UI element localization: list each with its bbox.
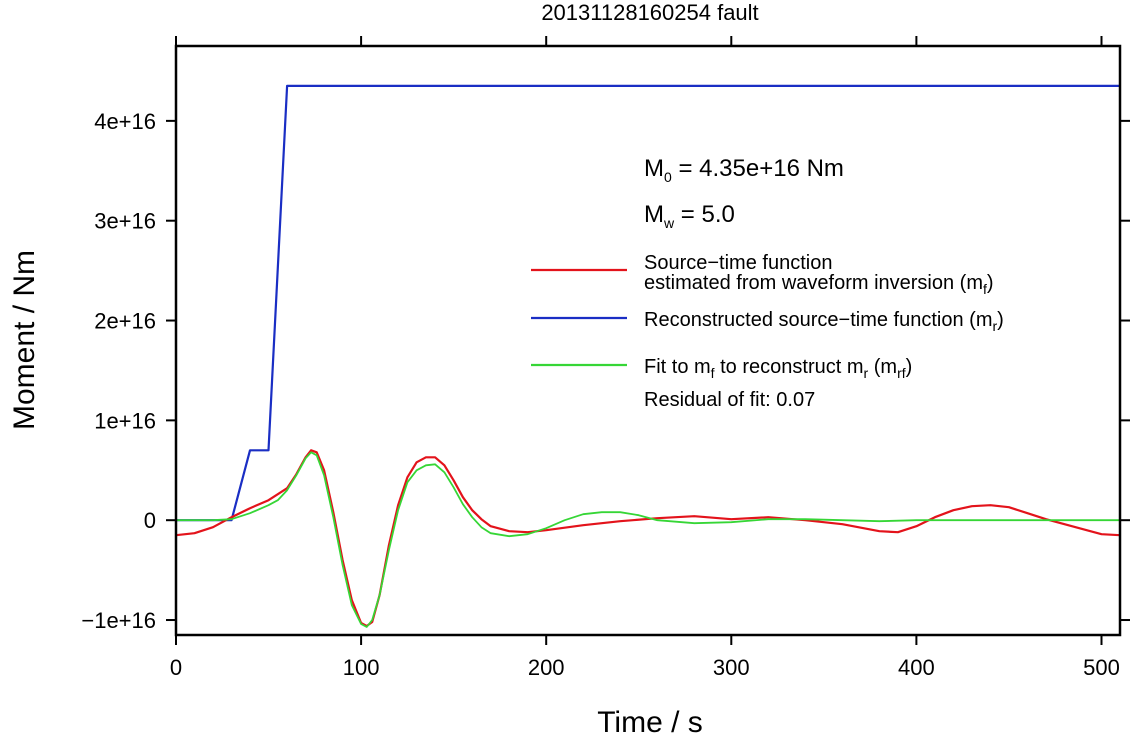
legend: Source−time function estimated from wave…: [531, 252, 1004, 411]
y-tick-label: 1e+16: [94, 408, 156, 433]
plot-area: [175, 84, 1121, 628]
legend-label-blue: Reconstructed source−time function (mr): [644, 309, 1004, 334]
x-tick-label: 200: [528, 655, 565, 680]
x-tick-label: 300: [713, 655, 750, 680]
y-tick-label: 3e+16: [94, 209, 156, 234]
legend-label-green: Fit to mf to reconstruct mr (mrf): [644, 356, 912, 381]
x-axis-title: Time / s: [597, 706, 703, 735]
y-tick-label: 4e+16: [94, 109, 156, 134]
x-tick-label: 400: [898, 655, 935, 680]
chart-title: 20131128160254 fault: [541, 0, 758, 25]
x-tick-label: 100: [343, 655, 380, 680]
x-tick-label: 0: [170, 655, 182, 680]
plot-frame: [174, 44, 1122, 637]
y-tick-label: −1e+16: [81, 608, 156, 633]
legend-label-red-line2: estimated from waveform inversion (mf): [644, 272, 994, 297]
y-axis: −1e+16 0 1e+16 2e+16 3e+16 4e+16: [81, 109, 1130, 633]
y-tick-label: 0: [144, 508, 156, 533]
x-tick-label: 500: [1083, 655, 1120, 680]
y-tick-label: 2e+16: [94, 309, 156, 334]
series-red-line: [175, 449, 1121, 628]
m0-annotation: M0 = 4.35e+16 Nm: [644, 155, 844, 185]
residual-text: Residual of fit: 0.07: [644, 389, 815, 411]
series-green-line: [176, 451, 1120, 628]
mw-annotation: Mw = 5.0: [644, 201, 735, 231]
x-axis: 0 100 200 300 400 500: [170, 36, 1120, 680]
y-axis-title: Moment / Nm: [8, 250, 41, 430]
legend-label-red-line1: Source−time function: [644, 252, 832, 274]
